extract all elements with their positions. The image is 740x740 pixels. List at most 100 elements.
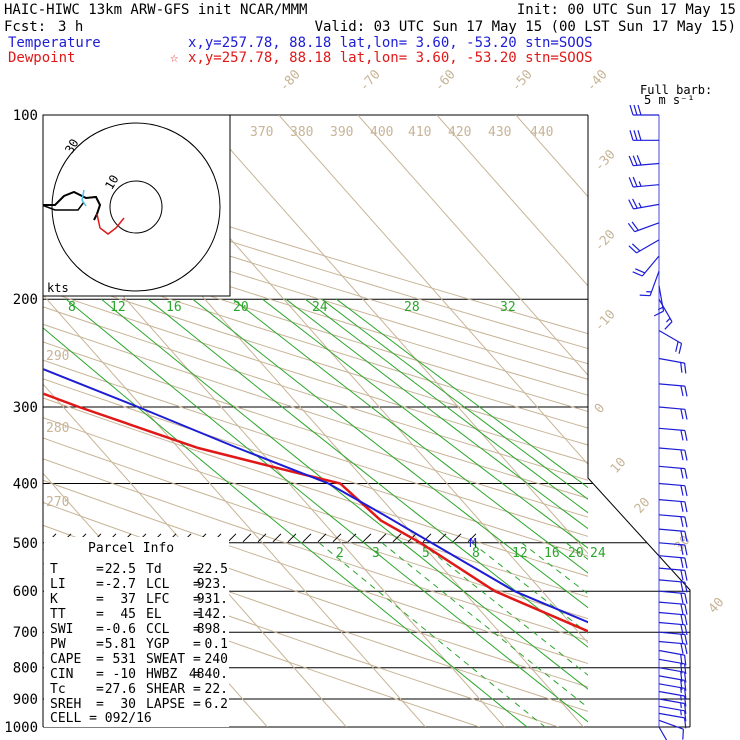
wind-barb-250 xyxy=(658,357,687,374)
parcel-value-k: 37 xyxy=(120,592,136,607)
svg-text:=: = xyxy=(96,697,104,712)
dry-adiabat-390 xyxy=(43,289,588,463)
mixing-ratio-label-lower-2: 2 xyxy=(336,546,344,561)
wind-barb-900 xyxy=(658,698,687,714)
wind-barb-160 xyxy=(628,239,660,254)
forecast-label: Fcst: xyxy=(4,19,46,35)
wind-barb-200 xyxy=(658,298,673,330)
hodograph-ring-inner xyxy=(109,180,163,234)
isotherm-label-10: 10 xyxy=(608,455,630,477)
temperature-legend-label: Temperature xyxy=(8,35,101,51)
dry-adiabat-370 xyxy=(43,323,588,499)
isotherm-label--20: -20 xyxy=(592,227,619,254)
adiabat-label-270: 270 xyxy=(46,495,69,510)
adiabat-label-380: 380 xyxy=(290,125,313,140)
mixing-ratio-label-upper-28: 28 xyxy=(404,300,420,315)
svg-text:=: = xyxy=(96,592,104,607)
dry-adiabat-440 xyxy=(43,210,588,380)
svg-text:=: = xyxy=(193,682,201,697)
isotherm-label--30: -30 xyxy=(592,147,619,174)
hash-mark xyxy=(317,533,327,543)
wind-barb-475 xyxy=(658,528,688,542)
dry-adiabat-330 xyxy=(43,397,588,577)
parcel-value-sreh: 30 xyxy=(120,697,136,712)
isotherm-label--10: -10 xyxy=(592,307,619,334)
dry-adiabat-400 xyxy=(43,272,588,446)
parcel-value-t: 22.5 xyxy=(105,562,136,577)
wind-barbs xyxy=(627,104,688,740)
mixing-ratio-label-lower-24: 24 xyxy=(590,546,606,561)
parcel-value-td: 22.5 xyxy=(197,562,228,577)
parcel-label-ccl: CCL xyxy=(146,622,170,637)
parcel-value-cape: 531 xyxy=(113,652,136,667)
mixing-ratio-label-lower-12: 12 xyxy=(512,546,528,561)
wind-barb-300 xyxy=(658,406,688,420)
parcel-label-hwbz: HWBZ xyxy=(146,667,177,682)
header: HAIC-HIWC 13km ARW-GFS init NCAR/MMM Ini… xyxy=(4,2,736,107)
hash-mark xyxy=(377,533,387,543)
svg-text:=: = xyxy=(193,637,201,652)
series-temperature xyxy=(43,368,588,624)
moist-curve-0 xyxy=(318,542,546,727)
parcel-info-title: Parcel Info xyxy=(88,541,174,556)
mixing-ratio-labels: 8 12 16 20 24 28 32 2 3 5 8 12 16 20 24 xyxy=(68,300,606,561)
adiabat-label-440: 440 xyxy=(530,125,553,140)
hash-mark xyxy=(347,533,357,543)
mixing-ratio-label-upper-16: 16 xyxy=(166,300,182,315)
svg-text:=: = xyxy=(96,652,104,667)
plot-right-boundary xyxy=(587,115,691,727)
mixing-ratio-label-upper-32: 32 xyxy=(500,300,516,315)
parcel-value-ygp: 0.1 xyxy=(205,637,228,652)
dry-adiabat-410 xyxy=(43,256,588,429)
mixing-ratio-line-20 xyxy=(285,298,588,530)
mixing-ratio-label-lower-16: 16 xyxy=(544,546,560,561)
parcel-value-sweat: 240 xyxy=(205,652,228,667)
parcel-label-cape: CAPE xyxy=(50,652,81,667)
hash-mark xyxy=(287,533,297,543)
parcel-label-li: LI xyxy=(50,577,66,592)
mixing-ratio-label-upper-24: 24 xyxy=(312,300,328,315)
hodograph-ring-label-10: 10 xyxy=(102,172,121,192)
mixing-ratio-label-lower-5: 5 xyxy=(422,546,430,561)
dry-adiabat-320 xyxy=(43,417,588,598)
parcel-value-lfc: 931. xyxy=(197,592,228,607)
pressure-label-500: 500 xyxy=(13,536,38,552)
wind-barb-675 xyxy=(658,621,688,636)
pressure-label-800: 800 xyxy=(13,661,38,677)
wind-barb-575 xyxy=(658,579,688,593)
mixing-ratio-label-upper-12: 12 xyxy=(110,300,126,315)
mixing-ratio-label-lower-8: 8 xyxy=(472,546,480,561)
parcel-value-lcl: 923. xyxy=(197,577,228,592)
chart-title: HAIC-HIWC 13km ARW-GFS init NCAR/MMM xyxy=(4,2,307,18)
parcel-label-tc: Tc xyxy=(50,682,66,697)
wind-barb-150 xyxy=(627,221,660,233)
wind-barb-600 xyxy=(658,590,688,604)
hash-mark xyxy=(242,533,252,543)
parcel-value-li: -2.7 xyxy=(105,577,136,592)
parcel-info-panel: Parcel Info T = 22.5 Td =22.5LI = -2.7 LCL =923.… xyxy=(44,537,229,727)
dry-adiabat-lines xyxy=(43,166,588,727)
isotherm-label--40: -40 xyxy=(584,67,611,94)
isotherm-label-0: 0 xyxy=(592,401,608,417)
wind-barb-850 xyxy=(658,683,687,699)
isotherm-label--60: -60 xyxy=(432,67,459,94)
svg-text:=: = xyxy=(193,697,201,712)
wind-barb-450 xyxy=(658,514,688,528)
wind-barb-120 xyxy=(628,155,660,167)
hash-mark xyxy=(392,533,402,543)
parcel-value-hwbz: 4840. xyxy=(189,667,228,682)
isotherm-label-20: 20 xyxy=(632,495,654,517)
wind-barb-750 xyxy=(658,649,687,666)
dry-adiabat-450 xyxy=(43,195,588,365)
forecast-value: 3 h xyxy=(58,19,83,35)
svg-text:=: = xyxy=(193,622,201,637)
adiabat-label-400: 400 xyxy=(370,125,393,140)
parcel-value-el: 142. xyxy=(197,607,228,622)
parcel-value-swi: -0.6 xyxy=(105,622,136,637)
svg-text:=: = xyxy=(193,667,201,682)
pressure-label-1000: 1000 xyxy=(4,720,38,736)
mixing-ratio-line-28 xyxy=(321,298,588,500)
parcel-value-pw: 5.81 xyxy=(105,637,136,652)
mixing-ratio-line-8 xyxy=(192,298,588,609)
parcel-label-el: EL xyxy=(146,607,162,622)
